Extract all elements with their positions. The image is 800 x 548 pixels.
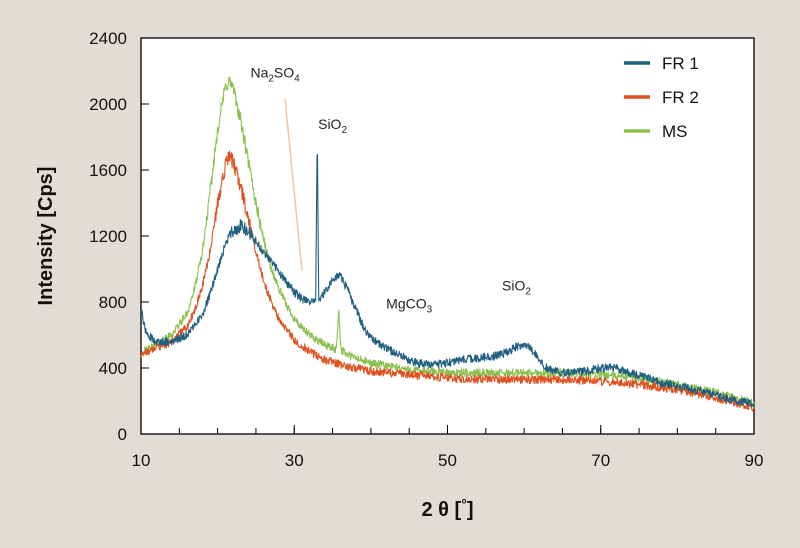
y-tick-label: 400 bbox=[99, 359, 127, 378]
peak-label: Na2SO4 bbox=[250, 65, 300, 85]
x-axis-title-unit: ° bbox=[461, 496, 467, 512]
annotation-layer: Na2SO4 SiO2 MgCO3 SiO2 bbox=[250, 65, 531, 316]
peak-label: SiO2 bbox=[318, 116, 347, 136]
x-tick-label: 30 bbox=[285, 451, 304, 470]
peak-label: MgCO3 bbox=[386, 296, 432, 316]
x-tick-label: 50 bbox=[438, 451, 457, 470]
legend-label: FR 2 bbox=[662, 88, 699, 107]
series-line-fr-2 bbox=[140, 150, 755, 412]
series-line-fr-1 bbox=[140, 153, 755, 408]
y-tick-label: 2000 bbox=[89, 95, 127, 114]
x-axis-title-end: ] bbox=[467, 499, 474, 521]
y-tick-label: 800 bbox=[99, 293, 127, 312]
y-tick-label: 1200 bbox=[89, 227, 127, 246]
y-axis-title: Intensity [Cps] bbox=[35, 167, 57, 306]
legend-label: FR 1 bbox=[662, 54, 699, 73]
series-layer bbox=[140, 76, 755, 412]
y-tick-label: 0 bbox=[118, 425, 127, 444]
legend: FR 1 FR 2 MS bbox=[624, 54, 699, 141]
y-tick-label: 2400 bbox=[89, 29, 127, 48]
legend-label: MS bbox=[662, 122, 688, 141]
y-tick-label: 1600 bbox=[89, 161, 127, 180]
x-tick-label: 70 bbox=[591, 451, 610, 470]
axis-layer: 10 30 50 70 90 0 400 800 1200 1600 2000 2400 bbox=[89, 29, 763, 470]
annotation-pointer-line bbox=[284, 98, 303, 271]
x-tick-label: 10 bbox=[132, 451, 151, 470]
peak-label: SiO2 bbox=[502, 277, 531, 297]
x-axis-title: 2 θ [°] bbox=[422, 496, 474, 521]
plot-area bbox=[140, 37, 755, 435]
x-axis-title-main: 2 θ [ bbox=[422, 499, 462, 521]
x-tick-label: 90 bbox=[745, 451, 764, 470]
